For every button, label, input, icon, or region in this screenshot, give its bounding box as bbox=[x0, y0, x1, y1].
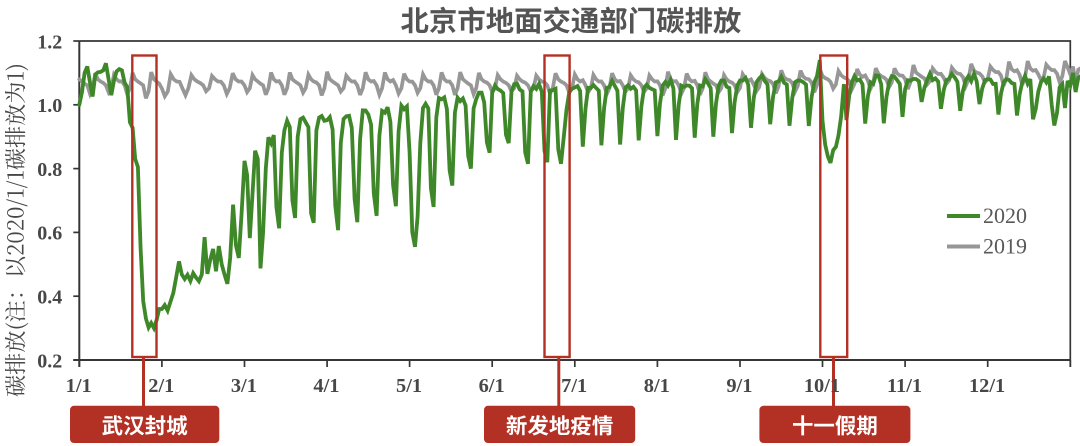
svg-text:1.0: 1.0 bbox=[37, 95, 62, 117]
svg-text:0.8: 0.8 bbox=[37, 159, 62, 181]
svg-text:12/1: 12/1 bbox=[969, 375, 1005, 397]
svg-text:1/1: 1/1 bbox=[66, 375, 92, 397]
svg-text:9/1: 9/1 bbox=[726, 375, 752, 397]
svg-text:11/1: 11/1 bbox=[887, 375, 922, 397]
svg-text:0.6: 0.6 bbox=[37, 223, 62, 245]
svg-text:5/1: 5/1 bbox=[396, 375, 422, 397]
svg-text:2020: 2020 bbox=[983, 203, 1027, 228]
svg-text:7/1: 7/1 bbox=[561, 375, 587, 397]
svg-text:1.2: 1.2 bbox=[37, 31, 62, 53]
svg-text:2/1: 2/1 bbox=[148, 375, 174, 397]
svg-text:6/1: 6/1 bbox=[479, 375, 505, 397]
svg-text:8/1: 8/1 bbox=[644, 375, 670, 397]
svg-text:4/1: 4/1 bbox=[313, 375, 339, 397]
svg-text:3/1: 3/1 bbox=[231, 375, 257, 397]
svg-text:2019: 2019 bbox=[983, 234, 1027, 259]
svg-text:0.4: 0.4 bbox=[37, 287, 62, 309]
svg-text:10/1: 10/1 bbox=[804, 375, 840, 397]
svg-text:0.2: 0.2 bbox=[37, 350, 62, 372]
